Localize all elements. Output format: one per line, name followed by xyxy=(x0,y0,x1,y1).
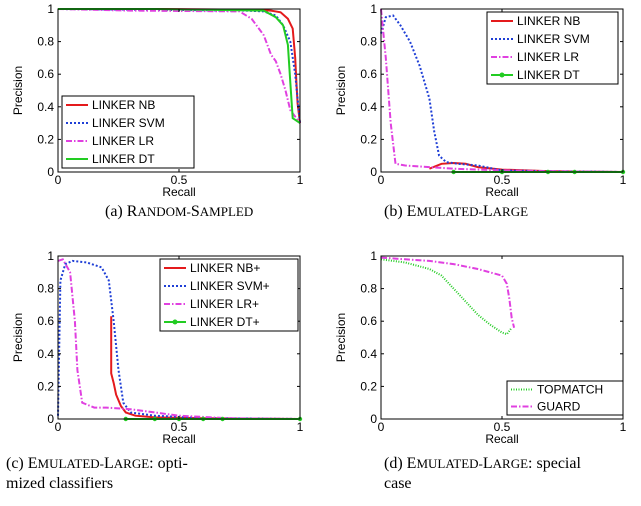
y-tick-label: 0.6 xyxy=(360,67,377,81)
y-axis-label: Precision xyxy=(334,66,348,115)
legend-label: LINKER DT xyxy=(92,152,155,166)
y-axis-label: Precision xyxy=(334,313,348,362)
caption: (d) EMULATED-LARGE: special xyxy=(384,455,581,472)
x-axis-label: Recall xyxy=(485,185,518,199)
caption: (b) EMULATED-LARGE xyxy=(384,203,528,220)
y-tick-label: 1 xyxy=(47,2,54,16)
legend-label: LINKER SVM+ xyxy=(190,279,270,293)
y-tick-label: 0.8 xyxy=(37,282,54,296)
y-tick-label: 1 xyxy=(370,249,377,263)
y-tick-label: 0.2 xyxy=(360,132,377,146)
y-tick-label: 0.2 xyxy=(37,132,54,146)
y-tick-label: 0 xyxy=(370,165,377,179)
y-tick-label: 0 xyxy=(47,165,54,179)
legend-box xyxy=(486,11,619,85)
x-tick-label: 1 xyxy=(620,420,627,434)
x-tick-label: 1 xyxy=(297,173,304,187)
x-tick-label: 0 xyxy=(378,173,385,187)
chart-panel-2: 0 0.5 1 0 0.2 0.4 0.6 0.8 1 Recall Precision LINKER… xyxy=(334,2,627,220)
series-line-3-2 xyxy=(57,259,301,420)
y-tick-label: 0.8 xyxy=(37,35,54,49)
x-tick-label: 1 xyxy=(620,173,627,187)
chart-panel-4: 0 0.5 1 0 0.2 0.4 0.6 0.8 1 Recall Precision TOPMAT… xyxy=(334,249,627,492)
caption: (c) EMULATED-LARGE: opti- xyxy=(6,455,188,472)
series-line-4-1 xyxy=(380,258,513,336)
series-line-1-4 xyxy=(58,8,301,124)
series-line-2-3 xyxy=(380,8,624,173)
legend-label: LINKER LR+ xyxy=(190,297,259,311)
y-tick-label: 0.4 xyxy=(37,347,54,361)
y-tick-label: 0.2 xyxy=(37,379,54,393)
legend: TOPMATCH GUARD xyxy=(506,380,624,416)
legend-label: TOPMATCH xyxy=(537,383,603,397)
legend-label: LINKER NB xyxy=(517,14,580,28)
x-axis-label: Recall xyxy=(485,432,518,446)
series-line-2-2 xyxy=(380,14,624,173)
x-tick-label: 0.5 xyxy=(171,420,188,434)
y-tick-label: 1 xyxy=(47,249,54,263)
series-line-3-1 xyxy=(110,316,301,420)
legend-marker xyxy=(499,72,505,78)
caption-line-2: mized classifiers xyxy=(6,475,113,492)
x-tick-label: 0 xyxy=(55,420,62,434)
legend: LINKER NB+ LINKER SVM+ LINKER LR+ LINKER DT… xyxy=(159,258,299,332)
legend-label: GUARD xyxy=(537,400,581,414)
y-axis-label: Precision xyxy=(11,66,25,115)
legend-box xyxy=(61,95,195,169)
x-tick-label: 0 xyxy=(55,173,62,187)
y-tick-label: 0.4 xyxy=(37,100,54,114)
y-tick-label: 0 xyxy=(370,412,377,426)
legend-label: LINKER NB xyxy=(92,98,155,112)
y-tick-label: 0.6 xyxy=(37,314,54,328)
legend-label: LINKER SVM xyxy=(517,32,590,46)
x-tick-label: 0 xyxy=(378,420,385,434)
legend-label: LINKER LR xyxy=(92,134,154,148)
legend: LINKER NB LINKER SVM LINKER LR LINKER DT xyxy=(61,95,195,169)
legend-label: LINKER DT xyxy=(517,68,580,82)
x-tick-label: 0.5 xyxy=(171,173,188,187)
x-axis-label: Recall xyxy=(162,432,195,446)
y-tick-label: 0.2 xyxy=(360,379,377,393)
y-tick-label: 0.6 xyxy=(360,314,377,328)
y-tick-label: 0.6 xyxy=(37,67,54,81)
legend-label: LINKER SVM xyxy=(92,116,165,130)
caption: (a) RANDOM-SAMPLED xyxy=(105,203,253,220)
y-tick-label: 0.8 xyxy=(360,282,377,296)
y-tick-label: 0.4 xyxy=(360,347,377,361)
y-tick-label: 0 xyxy=(47,412,54,426)
y-tick-label: 1 xyxy=(370,2,377,16)
y-axis-label: Precision xyxy=(11,313,25,362)
x-tick-label: 0.5 xyxy=(494,420,511,434)
legend-label: LINKER NB+ xyxy=(190,261,260,275)
legend-label: LINKER DT+ xyxy=(190,315,260,329)
x-tick-label: 0.5 xyxy=(494,173,511,187)
caption-line-2: case xyxy=(384,475,412,492)
x-tick-label: 1 xyxy=(297,420,304,434)
y-tick-label: 0.8 xyxy=(360,35,377,49)
legend: LINKER NB LINKER SVM LINKER LR LINKER DT xyxy=(486,11,619,85)
chart-panel-1: 0 0.5 1 0 0.2 0.4 0.6 0.8 1 Recall Precision LINKER… xyxy=(11,2,304,220)
chart-panel-3: 0 0.5 1 0 0.2 0.4 0.6 0.8 1 Recall Precision LINKER… xyxy=(6,249,304,492)
legend-label: LINKER LR xyxy=(517,50,579,64)
series-line-4-2 xyxy=(380,256,516,328)
y-tick-label: 0.4 xyxy=(360,100,377,114)
x-axis-label: Recall xyxy=(162,185,195,199)
legend-box xyxy=(159,258,299,332)
series-line-3-3 xyxy=(57,258,301,420)
legend-box xyxy=(506,380,624,416)
legend-marker xyxy=(172,319,178,325)
